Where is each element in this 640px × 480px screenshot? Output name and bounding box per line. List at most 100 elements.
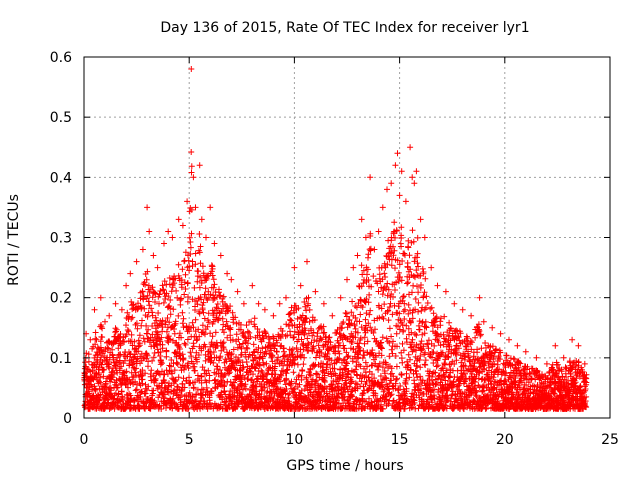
data-point [141, 305, 148, 312]
data-point-peak [249, 282, 256, 289]
data-point [156, 383, 162, 390]
data-point [388, 262, 395, 269]
data-point [290, 369, 297, 376]
data-point [228, 351, 235, 358]
data-point [178, 388, 185, 395]
data-point [192, 307, 198, 313]
data-point [227, 303, 234, 310]
data-point [196, 249, 203, 256]
data-point [166, 275, 173, 281]
data-point-peak [150, 252, 157, 259]
data-point [375, 366, 382, 373]
data-point-peak [459, 306, 466, 313]
data-point [198, 386, 205, 393]
data-point [192, 261, 199, 268]
data-point [114, 384, 121, 391]
data-point [235, 399, 242, 406]
data-point [333, 329, 340, 336]
data-point [99, 334, 106, 341]
data-point [151, 376, 158, 383]
data-point [188, 206, 195, 213]
y-tick-label: 0.4 [50, 170, 72, 186]
data-point [85, 351, 92, 358]
data-point [185, 365, 192, 372]
data-point [139, 376, 146, 383]
data-point [294, 361, 301, 368]
data-point [149, 323, 156, 329]
data-point-peak [87, 336, 94, 343]
data-point [142, 281, 149, 288]
data-point [198, 296, 205, 303]
data-point [219, 315, 226, 322]
data-point [186, 328, 193, 335]
data-point [234, 403, 241, 410]
data-point [145, 363, 151, 370]
data-point [157, 357, 164, 363]
data-point-peak [133, 258, 140, 265]
data-point [135, 337, 142, 344]
data-point [172, 318, 179, 325]
data-point [107, 385, 114, 392]
data-point [181, 384, 188, 391]
data-point [250, 379, 257, 386]
data-point [210, 349, 217, 355]
x-tick-label: 0 [80, 432, 89, 448]
data-point [236, 386, 243, 392]
data-point [493, 346, 500, 353]
data-point [132, 369, 139, 376]
data-point [160, 299, 167, 306]
data-point [214, 363, 221, 370]
data-point [96, 378, 102, 385]
data-point [184, 336, 191, 343]
data-point [194, 301, 201, 308]
data-point [111, 405, 118, 412]
data-point [168, 357, 175, 363]
data-point-peak [392, 162, 399, 169]
data-point [237, 362, 244, 369]
data-point-peak [442, 288, 449, 295]
data-point-peak [154, 264, 161, 271]
data-point [242, 385, 249, 392]
data-point [418, 307, 425, 314]
data-point [149, 390, 156, 397]
data-point [191, 397, 198, 404]
data-point-peak [581, 360, 588, 367]
data-point [263, 333, 270, 340]
data-point-peak [196, 162, 203, 169]
data-point [362, 316, 369, 323]
data-point [139, 317, 145, 324]
data-point [127, 392, 134, 399]
data-point [283, 375, 290, 382]
data-point [415, 289, 422, 296]
data-point [271, 367, 278, 374]
data-point [219, 340, 226, 347]
data-point-peak [367, 174, 374, 181]
data-point [291, 328, 298, 335]
data-point [254, 326, 261, 332]
data-point [114, 354, 121, 361]
data-point-peak [217, 252, 224, 259]
data-point [143, 276, 150, 283]
data-point [85, 358, 92, 365]
data-point [287, 332, 294, 339]
data-point [187, 239, 194, 245]
data-point [92, 341, 99, 348]
data-point [227, 326, 234, 333]
data-point [220, 346, 227, 352]
data-point [135, 343, 142, 350]
data-point [433, 380, 440, 387]
data-point [129, 342, 136, 349]
data-point [92, 335, 99, 342]
data-point [149, 357, 156, 364]
data-point [217, 292, 224, 299]
data-point [206, 377, 213, 384]
data-point [196, 231, 203, 237]
data-point [245, 340, 251, 347]
data-point-peak [207, 204, 214, 211]
data-point [209, 265, 216, 272]
data-point [118, 363, 125, 370]
data-point [221, 388, 228, 394]
data-point [125, 328, 132, 335]
data-point [123, 322, 129, 329]
data-point [92, 386, 99, 393]
